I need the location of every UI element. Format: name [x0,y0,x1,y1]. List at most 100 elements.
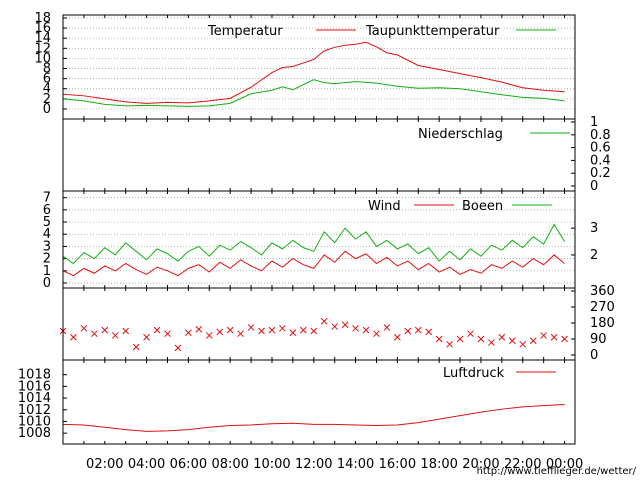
footer-url: http://www.tiefflieger.de/wetter/ [477,466,637,477]
y-tick-label: 1016 [18,379,51,394]
y-tick-label: 16 [34,21,51,36]
wind-direction-marker [258,327,265,335]
series-line-wind [62,250,565,277]
y-tick-label: 1018 [18,368,51,383]
wind-direction-marker [205,332,213,339]
y-tick-label: 2 [43,92,51,107]
x-tick-label: 08:00 [211,457,248,472]
y-tick-label: 1010 [18,414,51,429]
wind-direction-marker [341,321,349,329]
x-tick-label: 18:00 [420,457,457,472]
legend-label: Niederschlag [418,127,503,142]
x-tick-label: 00:00 [546,457,583,472]
series-line-boeen [62,223,565,265]
wind-direction-marker [132,343,140,351]
wind-direction-marker [404,327,412,335]
x-tick-label: 12:00 [295,457,332,472]
legend-label: Wind [368,199,401,214]
wind-direction-marker [425,328,433,336]
wind-direction-marker [320,317,328,325]
wind-direction-marker [174,344,182,352]
wind-direction-marker [153,326,161,334]
wind-direction-marker [446,340,453,348]
y-tick-label: 5 [43,215,51,230]
wind-direction-marker [414,326,422,334]
y-right-tick-label: 0 [590,179,598,194]
y-tick-label: 0 [43,102,51,117]
y-tick-label: 7 [43,191,51,206]
wind-direction-marker [143,333,150,341]
x-tick-label: 02:00 [86,457,123,472]
legend-label: Luftdruck [443,366,505,381]
legend-label: Taupunkttemperatur [365,24,500,39]
panel-frame [62,287,576,361]
y-right-tick-label: 0.6 [590,141,611,156]
wind-direction-marker [529,337,537,345]
wind-direction-marker [508,337,516,345]
panel-frame [62,359,576,445]
wind-direction-marker [195,325,203,333]
x-tick-label: 10:00 [253,457,290,472]
wind-direction-marker [394,333,401,341]
wind-direction-marker [80,324,88,332]
y-right-tick-label: 180 [590,316,615,331]
legend-label: Boeen [462,199,503,214]
wind-direction-marker [488,339,495,346]
wind-direction-marker [477,335,485,343]
x-tick-label: 22:00 [504,457,541,472]
y-right-tick-label: 270 [590,300,615,315]
wind-direction-marker [435,335,443,343]
y-tick-label: 4 [43,82,51,97]
wind-direction-marker [383,324,391,331]
x-tick-label: 06:00 [170,457,207,472]
y-tick-label: 10 [34,51,51,66]
x-tick-label: 14:00 [337,457,374,472]
wind-direction-marker [122,327,130,335]
wind-direction-marker [540,332,548,339]
y-tick-label: 1014 [18,391,51,406]
x-tick-label: 16:00 [379,457,416,472]
y-tick-label: 4 [43,227,51,242]
legend-label: Temperatur [207,24,283,39]
x-tick-label: 20:00 [462,457,499,472]
panel-precipitation: 00.20.40.60.81 Niederschlag [62,115,611,194]
x-tick-label: 04:00 [128,457,165,472]
wind-direction-marker [185,329,192,337]
y-right-tick-label: 0.8 [590,128,611,143]
wind-direction-marker [373,330,380,338]
y-tick-label: 18 [34,11,51,26]
wind-direction-marker [550,333,558,341]
wind-direction-marker [268,326,276,334]
wind-direction-marker [289,329,297,337]
y-tick-label: 14 [34,31,51,46]
wind-direction-marker [237,330,244,338]
wind-direction-marker [310,327,318,335]
y-tick-label: 1008 [18,426,51,441]
y-right-tick-label: 0.2 [590,166,611,181]
wind-direction-marker [247,324,255,331]
y-right-tick-label: 2 [590,248,598,263]
y-right-tick-label: 3 [590,221,598,236]
wind-direction-marker [561,335,568,343]
wind-direction-marker [279,324,286,332]
y-tick-label: 6 [43,72,51,87]
wind-direction-marker [498,333,506,341]
y-right-tick-label: 90 [590,332,607,347]
y-tick-label: 3 [43,239,51,254]
wind-direction-marker [456,335,464,343]
wind-direction-marker [362,326,370,334]
series-line-taupunkttemperatur [62,79,565,107]
y-tick-label: 1 [43,264,51,279]
wind-direction-marker [164,330,171,338]
wind-direction-marker [90,330,98,338]
y-tick-label: 8 [43,62,51,77]
wind-direction-marker [111,332,119,339]
y-tick-label: 12 [34,41,51,56]
wind-direction-marker [352,324,359,332]
